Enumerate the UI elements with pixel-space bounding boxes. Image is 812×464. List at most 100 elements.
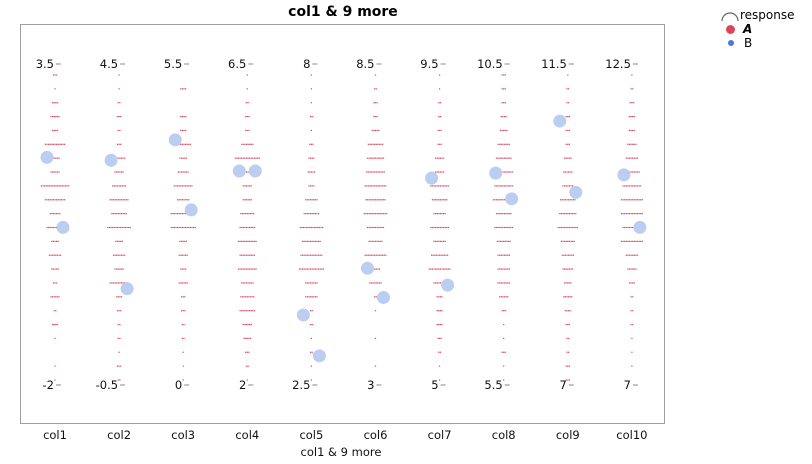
point-a-col3	[170, 226, 172, 229]
point-a-col5	[305, 240, 307, 242]
point-a-col1	[66, 185, 68, 187]
point-a-col7	[447, 185, 449, 187]
point-a-col1	[50, 296, 52, 298]
point-a-col9	[569, 296, 571, 298]
point-a-col6	[363, 213, 365, 215]
point-a-col9	[570, 226, 572, 229]
point-a-col10	[632, 171, 634, 173]
point-a-col5	[313, 296, 315, 298]
point-a-col5	[310, 254, 312, 256]
point-a-col8	[508, 268, 510, 270]
point-a-col4	[245, 157, 248, 159]
point-a-col9	[568, 102, 570, 104]
point-a-col1	[58, 296, 60, 298]
point-a-col4	[253, 226, 256, 229]
point-a-col10	[628, 143, 631, 145]
point-a-col8	[502, 157, 504, 159]
point-a-col7	[439, 74, 441, 76]
tick-label-min-col4: 2	[239, 378, 246, 392]
point-a-col6	[375, 296, 377, 298]
point-a-col2	[113, 226, 115, 229]
point-a-col8	[508, 157, 510, 159]
point-a-col7	[441, 310, 443, 312]
point-a-col6	[370, 185, 373, 187]
point-a-col4	[245, 337, 247, 340]
point-a-col1	[54, 88, 56, 90]
point-a-col3	[183, 213, 185, 215]
point-a-col4	[246, 115, 248, 118]
point-a-col6	[384, 213, 386, 215]
point-a-col5	[315, 226, 317, 229]
point-a-col2	[117, 296, 119, 298]
point-a-col1	[59, 213, 61, 215]
point-a-col7	[436, 213, 438, 215]
point-a-col2	[116, 282, 118, 284]
point-a-col5	[306, 199, 308, 201]
point-a-col4	[241, 268, 243, 270]
point-a-col7	[439, 157, 441, 159]
point-a-col10	[627, 254, 629, 256]
point-a-col10	[636, 240, 639, 242]
point-a-col9	[566, 351, 568, 353]
point-a-col3	[183, 199, 185, 201]
point-a-col9	[564, 254, 566, 256]
point-b-col8	[505, 192, 519, 206]
point-a-col3	[181, 143, 183, 145]
point-a-col3	[180, 226, 182, 229]
point-a-col1	[52, 185, 54, 187]
x-category-label-col10: col10	[616, 428, 647, 442]
point-a-col4	[244, 157, 246, 159]
point-a-col8	[501, 240, 503, 242]
point-a-col8	[503, 115, 506, 118]
point-a-col1	[49, 199, 51, 201]
legend-title-row: response	[720, 8, 795, 22]
point-a-col1	[55, 157, 57, 159]
point-a-col10	[632, 296, 634, 298]
legend-entry-b[interactable]: B	[720, 36, 795, 50]
point-a-col3	[185, 129, 187, 132]
point-a-col1	[52, 102, 54, 104]
point-a-col5	[305, 199, 307, 201]
point-a-col10	[630, 143, 632, 145]
point-a-col4	[247, 282, 249, 284]
point-a-col7	[444, 268, 446, 270]
point-a-col3	[175, 213, 177, 215]
point-b-col9	[553, 114, 567, 128]
point-a-col8	[504, 102, 506, 104]
point-a-col10	[640, 199, 642, 201]
point-a-col3	[181, 296, 183, 298]
point-a-col9	[570, 240, 572, 242]
point-a-col3	[178, 185, 180, 187]
point-a-col6	[366, 226, 369, 229]
point-a-col6	[382, 171, 384, 173]
point-a-col6	[366, 185, 368, 187]
point-a-col10	[635, 157, 637, 159]
point-a-col10	[624, 213, 626, 215]
point-a-col10	[633, 240, 635, 242]
point-a-col6	[377, 171, 379, 173]
point-a-col4	[252, 254, 254, 256]
point-a-col5	[316, 199, 318, 201]
point-a-col7	[430, 226, 432, 229]
point-a-col5	[318, 240, 320, 242]
point-a-col6	[375, 171, 377, 173]
point-a-col5	[307, 171, 309, 173]
point-a-col3	[182, 310, 184, 312]
point-a-col5	[314, 171, 316, 173]
point-a-col9	[564, 171, 566, 173]
point-a-col3	[185, 171, 187, 173]
point-a-col9	[566, 171, 568, 173]
point-a-col8	[503, 185, 506, 187]
point-a-col4	[244, 240, 246, 242]
point-a-col4	[246, 296, 248, 298]
point-a-col3	[183, 185, 185, 187]
point-a-col5	[310, 171, 312, 173]
legend-entry-a[interactable]: A	[720, 22, 795, 36]
point-a-col10	[627, 213, 629, 215]
point-a-col8	[501, 102, 503, 104]
point-a-col10	[631, 351, 633, 353]
point-a-col4	[245, 185, 248, 187]
point-a-col5	[310, 199, 312, 201]
point-a-col4	[247, 171, 249, 173]
point-a-col4	[242, 240, 244, 242]
